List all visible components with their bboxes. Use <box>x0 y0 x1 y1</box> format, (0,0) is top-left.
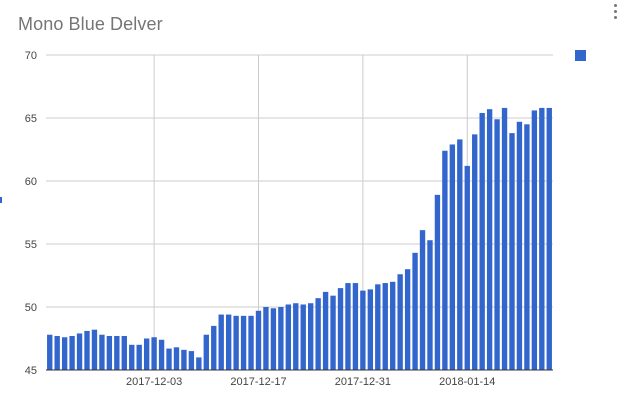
y-tick-label: 45 <box>25 365 37 377</box>
bar <box>315 298 321 370</box>
bar <box>76 333 83 370</box>
bar <box>404 269 411 370</box>
bar <box>278 307 284 370</box>
bar <box>188 351 195 370</box>
bar <box>352 283 359 370</box>
x-tick-label: 2018-01-14 <box>439 376 495 388</box>
bar <box>203 334 209 370</box>
bar <box>114 335 120 370</box>
bar <box>293 303 299 370</box>
y-tick-label: 70 <box>25 50 37 62</box>
bar <box>233 315 239 370</box>
bar <box>397 274 403 370</box>
bar <box>106 335 113 370</box>
bar <box>546 107 552 371</box>
bar <box>218 314 224 370</box>
bar <box>382 283 388 370</box>
bar <box>84 330 90 370</box>
bar <box>494 119 500 370</box>
bar <box>121 335 127 370</box>
bars <box>47 107 552 371</box>
bar <box>285 304 292 370</box>
bar <box>524 124 530 370</box>
y-tick-label: 50 <box>25 302 37 314</box>
bar <box>143 338 150 370</box>
bar <box>457 139 463 370</box>
bar <box>151 337 157 370</box>
chart-title: Mono Blue Delver <box>18 14 163 34</box>
y-tick-label: 60 <box>25 176 37 188</box>
bar <box>539 107 545 371</box>
bar <box>270 308 277 370</box>
bar <box>442 150 448 370</box>
bar <box>166 348 172 370</box>
bar <box>516 121 523 370</box>
bar <box>419 230 426 370</box>
x-tick-label: 2017-12-31 <box>335 376 391 388</box>
bar <box>486 109 493 371</box>
bar <box>449 144 456 370</box>
bar <box>181 349 187 370</box>
bar <box>225 314 232 370</box>
bar <box>360 290 366 370</box>
bar <box>427 240 433 370</box>
bar <box>91 329 98 370</box>
bar <box>263 307 269 370</box>
bar <box>158 339 165 370</box>
bar <box>300 304 306 370</box>
bar <box>240 315 247 370</box>
y-tick-label: 55 <box>25 239 37 251</box>
bar <box>390 281 396 370</box>
bar <box>248 315 254 370</box>
bar <box>173 347 180 370</box>
bar <box>367 289 374 370</box>
left-edge-indicator <box>0 197 2 203</box>
bar <box>434 194 441 370</box>
bar <box>196 357 202 370</box>
axis-labels: 45 50 55 60 65 70 2017-12-03 2017-12-17 2017-12-… <box>25 50 553 388</box>
bar <box>129 344 135 370</box>
x-tick-label: 2017-12-17 <box>230 376 286 388</box>
more-options-icon[interactable] <box>609 1 623 23</box>
x-tick-label: 2017-12-03 <box>126 376 182 388</box>
bar <box>307 303 314 370</box>
bar <box>255 310 262 370</box>
bar <box>345 283 351 370</box>
bar <box>375 284 381 370</box>
bar <box>412 252 418 370</box>
bar <box>531 110 538 370</box>
y-tick-label: 65 <box>25 113 37 125</box>
bar <box>472 134 478 370</box>
bar <box>99 334 105 370</box>
bar <box>211 325 217 370</box>
bar <box>136 344 142 370</box>
bar <box>330 295 336 370</box>
bar <box>322 291 329 370</box>
bar <box>337 288 344 370</box>
bar <box>501 107 508 371</box>
legend-swatch <box>575 50 586 61</box>
bar <box>479 112 485 371</box>
bar <box>69 335 75 370</box>
bar <box>464 165 470 370</box>
bar <box>54 335 60 370</box>
bar <box>509 133 515 370</box>
bar <box>61 337 68 370</box>
bar <box>47 334 53 370</box>
